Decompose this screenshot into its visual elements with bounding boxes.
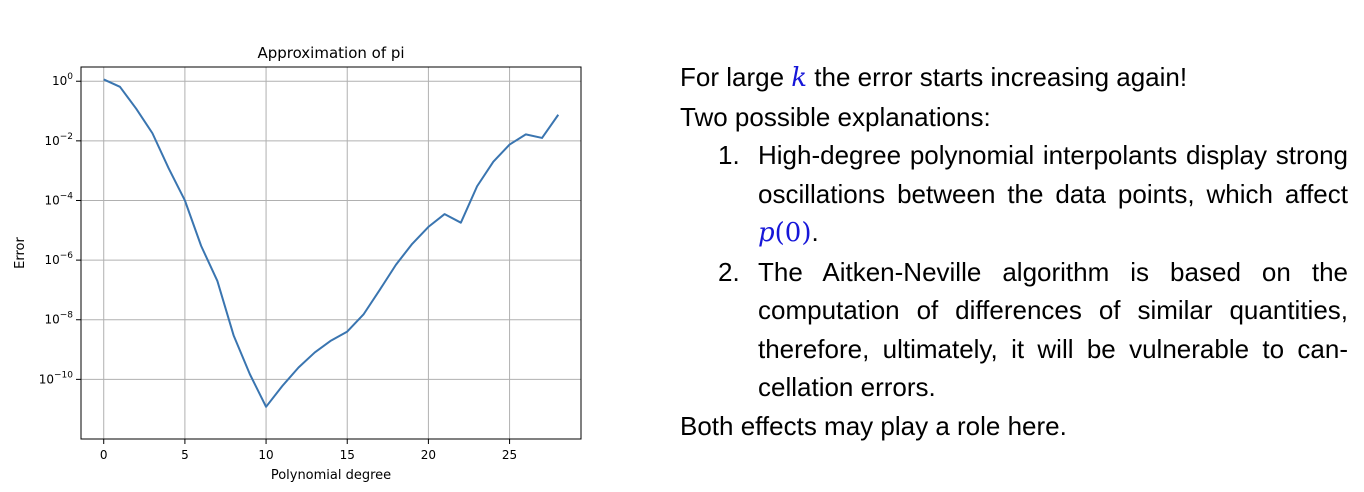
- error-series-line: [103, 78, 560, 408]
- y-tick-label: 10−4: [44, 191, 73, 207]
- intro-line: For large k the error starts increasing …: [680, 58, 1348, 98]
- explanation-text: For large k the error starts increasing …: [680, 58, 1348, 445]
- x-tick-label: 25: [502, 448, 517, 462]
- x-tick-label: 0: [100, 448, 108, 462]
- x-tick-label: 10: [258, 448, 273, 462]
- y-tick-label: 10−2: [44, 132, 73, 148]
- y-axis-label: Error: [13, 237, 28, 269]
- chart-title: Approximation of pi: [257, 44, 404, 62]
- list-item-number: 1.: [718, 140, 740, 170]
- y-tick-label: 10−6: [44, 251, 73, 267]
- math-p-fn: p: [758, 218, 775, 248]
- chart-grid: [81, 67, 581, 439]
- intro-text-b: the error starts increasing again!: [807, 62, 1188, 92]
- x-tick-label: 15: [340, 448, 355, 462]
- x-tick-label: 5: [181, 448, 189, 462]
- x-axis-ticks: 0 5 10 15 20 25: [100, 439, 517, 462]
- x-tick-label: 20: [421, 448, 436, 462]
- math-k: k: [791, 63, 808, 93]
- y-tick-label: 10−8: [44, 311, 73, 327]
- math-p-arg: (0): [774, 218, 812, 248]
- list-item: 2. The Aitken-Neville algorithm is based …: [680, 253, 1348, 407]
- list-item: 1. High-degree polynomial interpolants di…: [680, 136, 1348, 253]
- x-axis-label: Polynomial degree: [271, 468, 391, 483]
- explanations-heading: Two possible explanations:: [680, 101, 991, 132]
- list-item-text-end: .: [811, 217, 819, 247]
- list-item-text: High-degree polynomial interpolants disp…: [758, 140, 1348, 209]
- y-tick-label: 10−10: [39, 370, 74, 386]
- closing-line: Both effects may play a role here.: [680, 410, 1067, 441]
- y-tick-label: 100: [52, 72, 73, 88]
- list-item-text: The Aitken-Neville algorithm is based on…: [758, 256, 1348, 403]
- list-item-number: 2.: [718, 256, 740, 287]
- math-p0: p(0): [758, 218, 812, 248]
- error-chart: Approximation of pi 0 5 10 15 20 25 10010−210…: [13, 44, 582, 483]
- plot-frame: [80, 66, 582, 440]
- intro-text-a: For large: [680, 62, 792, 92]
- y-axis-ticks: 100 10−2 10−4 10−6 10−8 10−10: [39, 72, 81, 386]
- explanations-list: 1. High-degree polynomial interpolants di…: [680, 136, 1348, 407]
